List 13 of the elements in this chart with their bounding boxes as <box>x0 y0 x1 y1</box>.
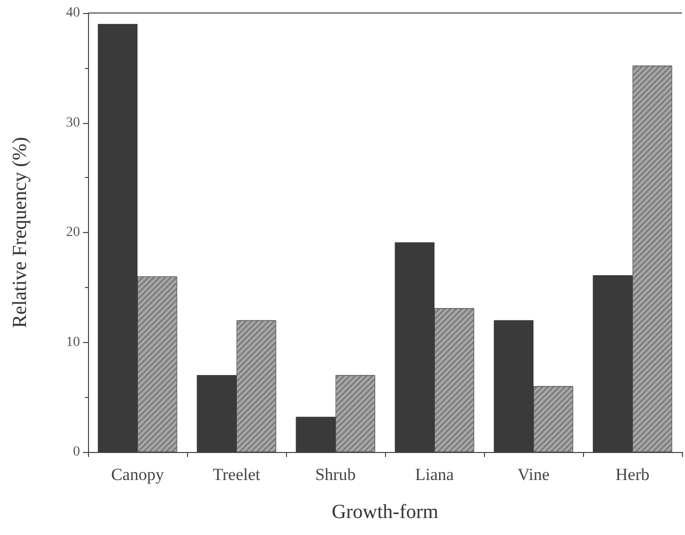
y-tick-label: 0 <box>73 444 80 460</box>
x-tick-label: Canopy <box>111 465 164 484</box>
x-tick-label: Treelet <box>212 465 261 484</box>
y-tick-label: 40 <box>66 6 80 20</box>
x-tick-label: Liana <box>415 465 454 484</box>
x-axis-title: Growth-form <box>332 501 439 523</box>
y-tick-label: 30 <box>66 115 80 130</box>
y-tick-label: 20 <box>66 225 80 240</box>
x-tick-label: Herb <box>616 465 650 484</box>
y-axis-title: Relative Frequency (%) <box>9 136 31 328</box>
x-tick-label: Vine <box>517 465 550 484</box>
y-tick-label: 10 <box>66 334 80 350</box>
x-tick-label: Shrub <box>315 465 356 484</box>
